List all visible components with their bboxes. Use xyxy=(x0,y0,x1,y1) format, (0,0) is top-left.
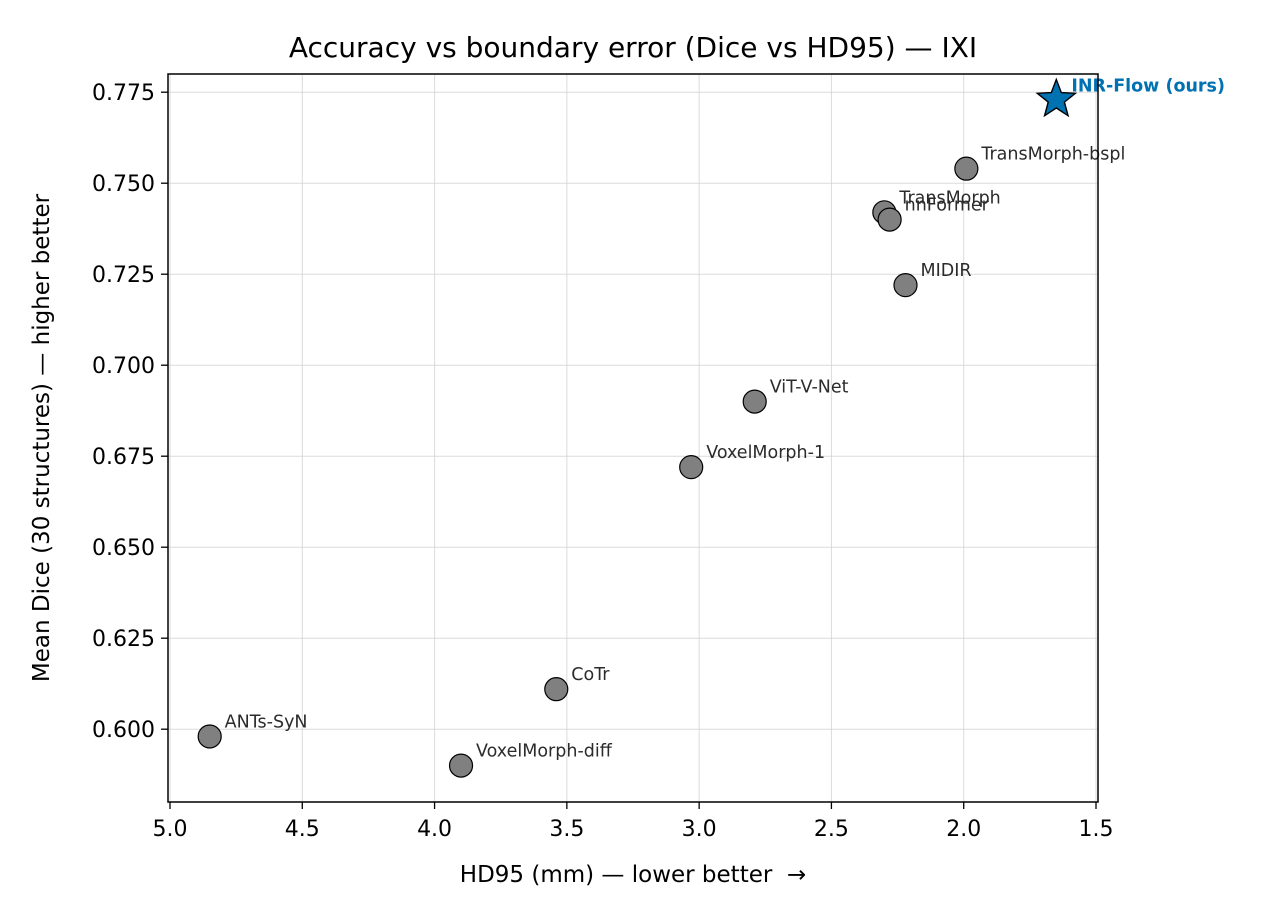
y-tick-label: 0.650 xyxy=(92,536,155,561)
y-tick-label: 0.675 xyxy=(92,445,155,470)
data-points xyxy=(197,77,1078,778)
x-tick-label: 2.0 xyxy=(946,817,981,842)
point-cotr xyxy=(544,677,569,702)
point-vit-v-net xyxy=(742,389,767,414)
point-ants-syn xyxy=(197,724,222,749)
point-midir xyxy=(893,273,918,298)
point-label-midir: MIDIR xyxy=(921,261,972,281)
y-tick-label: 0.600 xyxy=(92,718,155,743)
point-label-ants-syn: ANTs-SyN xyxy=(225,712,308,732)
x-tick-label: 3.5 xyxy=(549,817,584,842)
point-label-transmorph-bspl: TransMorph-bspl xyxy=(980,145,1125,165)
point-voxelmorph-1 xyxy=(679,455,704,480)
x-axis-ticks: 5.0 4.5 4.0 3.5 3.0 2.5 2.0 1.5 xyxy=(153,802,1114,842)
point-voxelmorph-diff xyxy=(448,753,474,778)
x-axis-label: HD95 (mm) — lower better → xyxy=(460,862,806,888)
grid xyxy=(168,74,1098,802)
point-label-vit-v-net: ViT-V-Net xyxy=(770,378,849,398)
x-tick-label: 5.0 xyxy=(153,817,188,842)
y-tick-label: 0.625 xyxy=(92,627,155,652)
x-tick-label: 4.0 xyxy=(417,817,452,842)
point-label-voxelmorph-1: VoxelMorph-1 xyxy=(706,443,825,463)
x-tick-label: 4.5 xyxy=(285,817,320,842)
y-tick-label: 0.725 xyxy=(92,263,155,288)
y-axis-ticks: 0.600 0.625 0.650 0.675 0.700 0.725 0.750 0.775 xyxy=(92,81,168,743)
x-tick-label: 1.5 xyxy=(1079,817,1114,842)
y-tick-label: 0.775 xyxy=(92,81,155,106)
point-label-nnformer: nnFormer xyxy=(905,196,990,216)
y-axis-label: Mean Dice (30 structures) — higher bette… xyxy=(29,193,55,682)
point-transmorph-bspl xyxy=(954,156,979,181)
point-inr-flow-ours xyxy=(1035,77,1078,118)
point-label-transmorph: TransMorph xyxy=(898,188,1000,208)
point-nnformer xyxy=(877,207,902,232)
y-tick-label: 0.700 xyxy=(92,354,155,379)
point-labels: ANTs-SyN VoxelMorph-diff CoTr VoxelMorph-1 V… xyxy=(225,76,1225,761)
x-tick-label: 2.5 xyxy=(814,817,849,842)
point-label-inr-flow-ours: INR-Flow (ours) xyxy=(1071,76,1225,96)
point-label-cotr: CoTr xyxy=(571,665,610,685)
point-label-voxelmorph-diff: VoxelMorph-diff xyxy=(476,742,613,762)
chart-title: Accuracy vs boundary error (Dice vs HD95… xyxy=(289,31,977,64)
plot-frame xyxy=(167,73,1099,803)
x-tick-label: 3.0 xyxy=(682,817,717,842)
y-tick-label: 0.750 xyxy=(92,172,155,197)
